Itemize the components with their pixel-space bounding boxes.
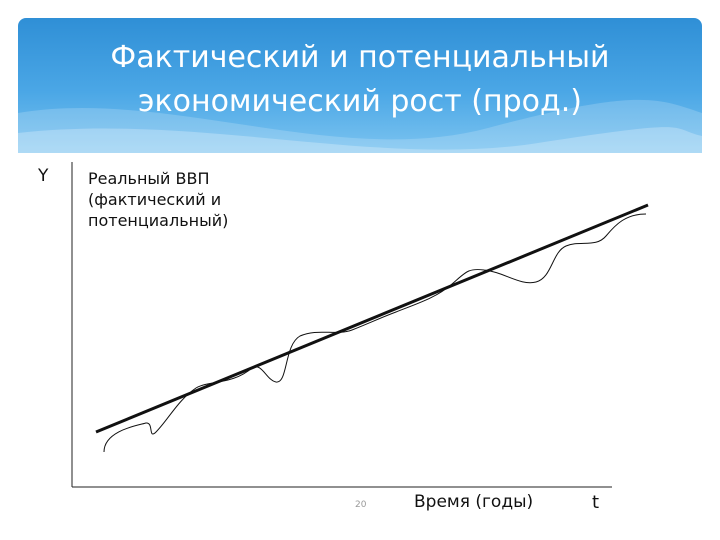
curve-label-line-1: Реальный ВВП: [88, 169, 210, 188]
page-number: 20: [355, 500, 367, 510]
x-axis-label: Время (годы): [414, 492, 534, 512]
slide-title: Фактический и потенциальный экономически…: [18, 36, 702, 124]
curve-label: Реальный ВВП (фактический и потенциальны…: [88, 168, 228, 231]
actual-gdp-curve: [103, 213, 647, 453]
title-line-1: Фактический и потенциальный: [110, 40, 610, 75]
curve-label-line-2: (фактический и: [88, 190, 222, 209]
potential-gdp-line: [95, 203, 649, 434]
header-wave-decoration: [18, 99, 702, 153]
slide-header: Фактический и потенциальный экономически…: [18, 18, 702, 153]
t-axis-label: t: [592, 492, 600, 513]
curve-label-line-3: потенциальный): [88, 211, 229, 230]
y-axis-label: Y: [38, 166, 49, 186]
title-line-2: экономический рост (прод.): [138, 84, 582, 119]
